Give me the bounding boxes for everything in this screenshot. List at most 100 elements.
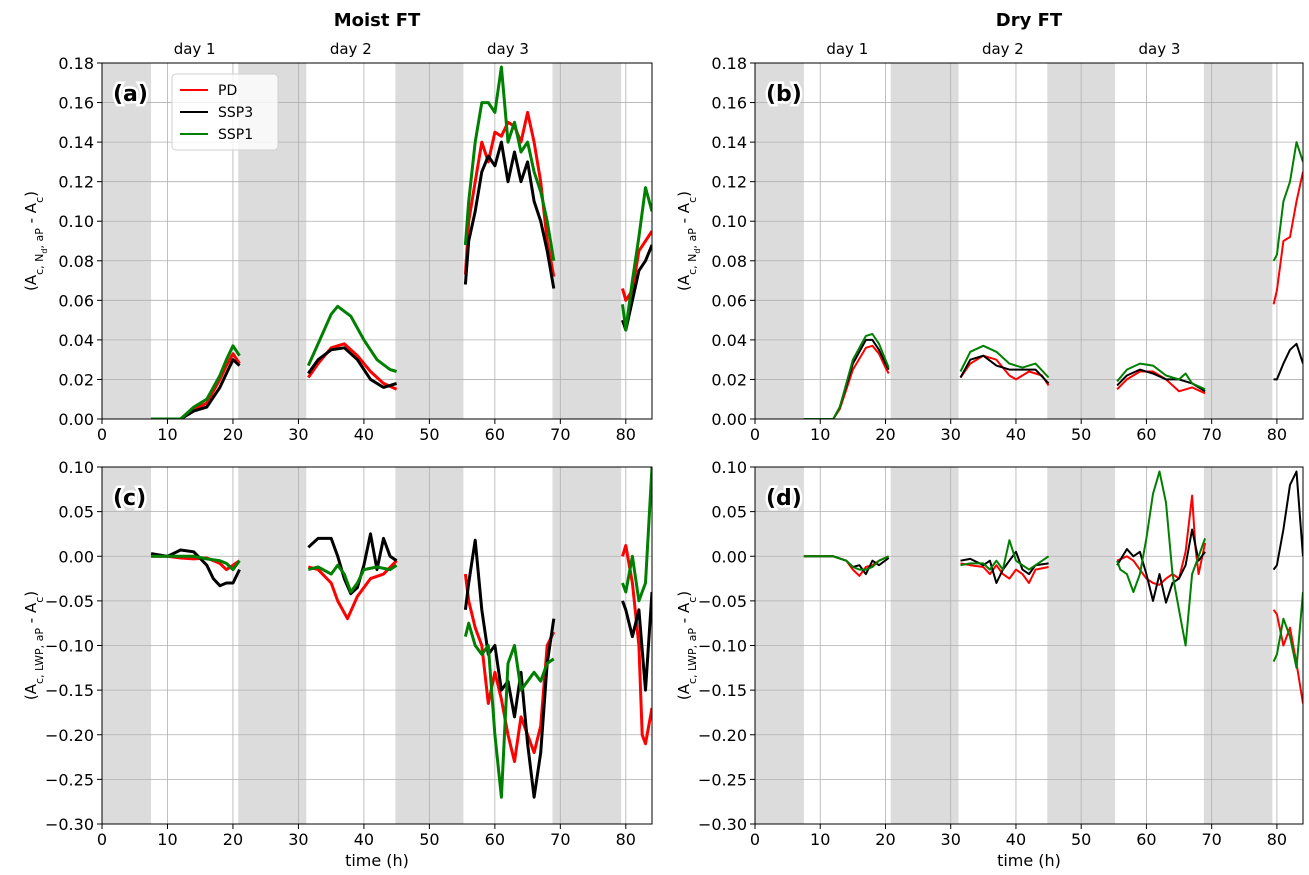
y-tick-label: 0.04: [711, 331, 747, 350]
y-tick-label: 0.00: [711, 410, 747, 429]
y-axis-label: (Ac, LWP, aP - Ac): [22, 591, 46, 700]
day-label: day 1: [826, 40, 868, 58]
x-axis-label: time (h): [345, 851, 409, 870]
series-line-pd: [959, 354, 1050, 386]
y-tick-label: 0.00: [58, 410, 94, 429]
y-tick-label: −0.05: [45, 592, 94, 611]
x-tick-label: 80: [1267, 830, 1287, 849]
series-line-ssp1: [1272, 591, 1303, 669]
legend-label-ssp3: SSP3: [218, 105, 253, 121]
panel-label: (b): [766, 82, 802, 107]
panel-label: (a): [113, 82, 148, 107]
y-tick-label: 0.10: [58, 212, 94, 231]
x-tick-label: 10: [157, 830, 177, 849]
series-line-ssp1: [1272, 141, 1303, 262]
y-tick-label: −0.10: [45, 637, 94, 656]
series-line-pd: [1116, 494, 1207, 586]
series-line-ssp1: [621, 186, 652, 332]
y-tick-label: 0.00: [58, 547, 94, 566]
x-tick-label: 30: [941, 830, 961, 849]
night-shade: [755, 63, 804, 419]
series-line-ssp1: [151, 554, 241, 572]
series-line-pd: [1272, 609, 1303, 704]
day-label: day 2: [982, 40, 1024, 58]
y-tick-label: −0.30: [45, 815, 94, 834]
x-tick-label: 80: [616, 830, 636, 849]
series-line-ssp1: [306, 304, 398, 373]
legend-box: [171, 73, 279, 151]
series-line-ssp1: [959, 344, 1050, 379]
x-tick-label: 70: [550, 830, 570, 849]
series-line-ssp1: [463, 65, 556, 262]
series-line-ssp1: [960, 539, 1050, 571]
y-tick-label: −0.20: [45, 726, 94, 745]
panel-label: (c): [113, 486, 146, 511]
x-tick-label: 30: [288, 425, 308, 444]
series-line-ssp3: [150, 548, 241, 588]
legend-label-pd: PD: [218, 83, 237, 99]
series-line-ssp3: [959, 354, 1050, 385]
x-tick-label: 50: [419, 830, 439, 849]
series-line-ssp3: [307, 532, 398, 596]
series-line-ssp3: [1116, 528, 1206, 604]
series-line-pd: [307, 559, 398, 621]
series-line-ssp1: [803, 555, 890, 571]
x-tick-label: 20: [223, 425, 243, 444]
series-line-ssp3: [463, 538, 556, 799]
y-tick-label: −0.10: [698, 637, 747, 656]
day-label: day 3: [487, 40, 529, 58]
legend-label-ssp1: SSP1: [218, 127, 253, 143]
series-line-pd: [960, 562, 1049, 584]
x-tick-label: 20: [875, 425, 895, 444]
y-tick-label: 0.18: [58, 54, 94, 73]
x-tick-label: 40: [354, 830, 374, 849]
panel-b: 0 10 20 30 40 50 60 70 80 0.00 0.02 0.04 0.06 0.08 0.1…: [675, 40, 1304, 444]
column-title: Dry FT: [996, 10, 1063, 31]
y-tick-label: 0.00: [711, 547, 747, 566]
y-tick-label: 0.05: [711, 503, 747, 522]
y-axis-label: (Ac, Nd, aP - Ac): [22, 191, 49, 291]
x-axis-label: time (h): [997, 851, 1061, 870]
y-tick-label: 0.14: [58, 133, 94, 152]
x-tick-label: 10: [157, 425, 177, 444]
panel-d: 0 10 20 30 40 50 60 70 80 −0.30 −0.25 −0.20 −0.15 −0.…: [675, 458, 1304, 870]
series-line-ssp1: [803, 333, 890, 419]
series-line-pd: [621, 230, 652, 302]
x-tick-label: 0: [750, 425, 760, 444]
x-tick-label: 30: [288, 830, 308, 849]
series-line-pd: [463, 110, 556, 277]
series-line-ssp3: [621, 591, 652, 692]
night-shade: [552, 63, 622, 419]
x-tick-label: 20: [875, 830, 895, 849]
day-label: day 3: [1139, 40, 1181, 58]
axes-frame: [754, 62, 1304, 420]
y-tick-label: 0.16: [711, 94, 747, 113]
y-axis-label: (Ac, Nd, aP - Ac): [675, 191, 702, 291]
x-tick-label: 70: [550, 425, 570, 444]
series-line-pd: [463, 573, 556, 763]
x-tick-label: 10: [810, 830, 830, 849]
panel-a: 0 10 20 30 40 50 60 70 80 0.00 0.02 0.04 0.06 0.08 0.1…: [22, 40, 653, 444]
y-tick-label: 0.10: [58, 458, 94, 477]
series-line-ssp1: [1116, 470, 1207, 647]
y-tick-label: 0.05: [58, 503, 94, 522]
y-tick-label: −0.05: [698, 592, 747, 611]
series-line-pd: [307, 342, 398, 391]
y-axis-label: (Ac, LWP, aP - Ac): [675, 591, 699, 700]
y-tick-label: −0.25: [698, 770, 747, 789]
legend: PD SSP3 SSP1: [171, 73, 279, 151]
y-tick-label: 0.02: [711, 370, 747, 389]
day-label: day 1: [174, 40, 216, 58]
x-tick-label: 60: [1136, 830, 1156, 849]
y-tick-label: 0.02: [58, 370, 94, 389]
x-tick-label: 10: [810, 425, 830, 444]
y-tick-label: 0.18: [711, 54, 747, 73]
x-tick-label: 50: [1071, 830, 1091, 849]
x-tick-label: 20: [223, 830, 243, 849]
series-line-ssp1: [151, 344, 241, 419]
series-line-pd: [803, 555, 890, 577]
x-tick-label: 0: [97, 830, 107, 849]
y-tick-label: 0.08: [58, 252, 94, 271]
y-tick-label: −0.30: [698, 815, 747, 834]
